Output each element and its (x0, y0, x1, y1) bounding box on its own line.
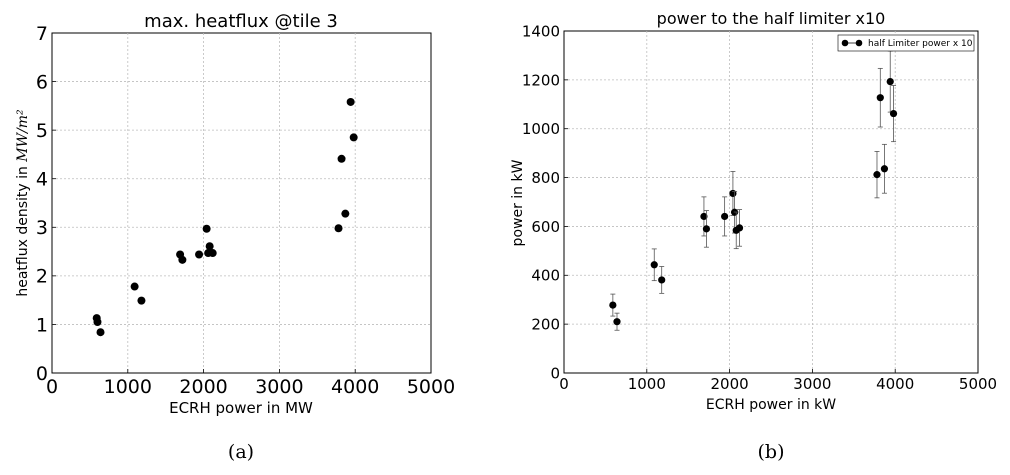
y-tick-label-a: 0 (36, 363, 48, 385)
y-tick-label-a: 1 (36, 314, 48, 336)
y-axis-label-a: heatflux density in MW/m² (15, 109, 31, 297)
x-tick-label-a: 0 (46, 376, 58, 398)
data-point-b (876, 94, 884, 102)
plot-frame-b (563, 30, 979, 374)
data-point-a (341, 209, 350, 218)
data-point-b (889, 109, 898, 118)
legend-box (837, 34, 975, 52)
plot-frame-a (51, 32, 432, 374)
x-tick-label-b: 3000 (793, 375, 831, 393)
y-tick-label-a: 3 (36, 217, 48, 239)
legend-marker (841, 39, 849, 47)
y-tick-label-b: 400 (531, 267, 560, 285)
legend-marker (855, 39, 863, 47)
y-tick-label-b: 200 (531, 316, 560, 334)
grid-b (564, 31, 978, 373)
x-tick-label-b: 5000 (959, 375, 997, 393)
grid-a (52, 33, 431, 373)
data-point-b (886, 77, 894, 86)
data-point-b (613, 318, 621, 326)
data-point-b (873, 171, 881, 179)
x-tick-label-b: 2000 (711, 375, 749, 393)
data-point-a (349, 133, 358, 142)
y-axis-label-a-unit: MW/m² (15, 109, 31, 163)
x-tick-label-a: 2000 (179, 376, 227, 398)
data-point-a (178, 255, 187, 264)
caption-a: (a) (228, 441, 254, 463)
caption-b: (b) (758, 441, 785, 463)
points-b (609, 50, 898, 331)
data-point-b (609, 301, 617, 309)
points-a (92, 97, 358, 337)
y-tick-label-b: 1000 (522, 120, 560, 138)
y-tick-label-a: 5 (36, 120, 48, 142)
data-point-b (702, 225, 711, 233)
ticks-a: 0 1000 2000 3000 4000 5000 0 1 2 3 4 5 6 7 (36, 23, 455, 398)
x-tick-label-b: 0 (559, 375, 569, 393)
data-point-b (650, 261, 658, 269)
data-point-a (346, 97, 355, 106)
data-point-b (735, 224, 744, 232)
ticks-b: 0 1000 2000 3000 4000 5000 0 200 400 600 800 1000 12… (522, 22, 997, 393)
x-tick-label-a: 1000 (104, 376, 152, 398)
x-tick-label-a: 5000 (407, 376, 455, 398)
data-point-a (334, 224, 343, 233)
data-point-a (195, 250, 204, 259)
x-tick-label-b: 1000 (628, 375, 666, 393)
data-point-b (700, 212, 708, 221)
y-tick-label-a: 6 (36, 71, 48, 93)
data-point-a (130, 282, 139, 291)
chart-title-a: max. heatflux @tile 3 (144, 11, 338, 32)
y-axis-label-b: power in kW (510, 159, 526, 246)
legend-b: half Limiter power x 10 (837, 34, 975, 52)
x-tick-label-a: 3000 (255, 376, 303, 398)
x-tick-label-b: 4000 (876, 375, 914, 393)
y-tick-label-a: 2 (36, 266, 48, 288)
data-point-b (721, 212, 729, 221)
chart-limiter-power: 0 1000 2000 3000 4000 5000 0 200 400 600 800 1000 12… (510, 9, 997, 463)
y-tick-label-b: 1400 (522, 22, 560, 40)
data-point-a (337, 154, 346, 163)
data-point-a (202, 224, 211, 233)
data-point-a (205, 242, 214, 251)
y-tick-label-a: 4 (36, 169, 48, 191)
data-point-a (137, 296, 146, 305)
data-point-b (880, 165, 889, 173)
y-axis-label-a-prefix: heatflux density in (15, 162, 31, 297)
chart-title-b: power to the half limiter x10 (657, 9, 886, 28)
data-point-b (729, 189, 737, 198)
x-axis-label-a: ECRH power in MW (169, 399, 313, 417)
data-point-b (658, 276, 666, 284)
y-tick-label-b: 800 (531, 169, 560, 187)
y-tick-label-a: 7 (36, 23, 48, 45)
y-tick-label-b: 0 (550, 364, 560, 382)
x-axis-label-b: ECRH power in kW (706, 397, 836, 413)
chart-heatflux: 0 1000 2000 3000 4000 5000 0 1 2 3 4 5 6 7 max. heatf… (15, 11, 455, 463)
y-tick-label-b: 1200 (522, 71, 560, 89)
legend-label: half Limiter power x 10 (868, 39, 973, 49)
data-point-a (93, 318, 102, 326)
data-point-a (208, 249, 217, 258)
data-point-a (96, 328, 105, 337)
x-tick-label-a: 4000 (331, 376, 379, 398)
y-tick-label-b: 600 (531, 218, 560, 236)
